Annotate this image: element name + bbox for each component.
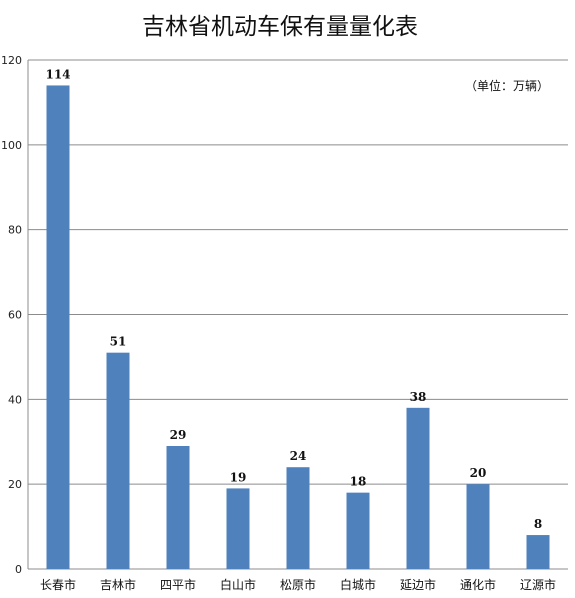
x-tick-label: 白山市 bbox=[220, 577, 256, 592]
x-tick-label: 四平市 bbox=[160, 577, 196, 592]
y-tick-label: 80 bbox=[8, 224, 22, 237]
bar bbox=[466, 484, 490, 569]
labels: 0 20 40 60 80 100 120 114 长春市 51 吉林市 29 四平市 19 白山市 24 松原… bbox=[1, 54, 556, 592]
data-label: 29 bbox=[170, 428, 187, 442]
data-label: 20 bbox=[470, 466, 487, 480]
y-tick-label: 0 bbox=[15, 563, 22, 576]
data-label: 114 bbox=[45, 67, 70, 81]
y-tick-label: 60 bbox=[8, 309, 22, 322]
data-label: 19 bbox=[230, 470, 247, 484]
y-tick-label: 100 bbox=[1, 139, 22, 152]
bar bbox=[106, 352, 130, 569]
bar bbox=[46, 85, 70, 569]
x-tick-label: 长春市 bbox=[40, 577, 76, 592]
x-tick-label: 吉林市 bbox=[100, 577, 136, 592]
bar bbox=[226, 488, 250, 569]
data-label: 8 bbox=[534, 517, 542, 531]
x-tick-label: 延边市 bbox=[400, 577, 436, 592]
y-tick-label: 40 bbox=[8, 393, 22, 406]
data-label: 24 bbox=[290, 449, 307, 463]
unit-note: （单位：万辆） bbox=[465, 78, 549, 93]
bar bbox=[526, 535, 550, 569]
bar bbox=[406, 407, 430, 569]
data-label: 18 bbox=[350, 475, 367, 489]
data-label: 38 bbox=[410, 390, 427, 404]
bar bbox=[166, 445, 190, 569]
bar bbox=[286, 467, 310, 569]
bars bbox=[46, 85, 550, 569]
y-tick-label: 120 bbox=[1, 54, 22, 67]
data-label: 51 bbox=[110, 335, 127, 349]
x-tick-label: 松原市 bbox=[280, 577, 316, 592]
x-tick-label: 通化市 bbox=[460, 577, 496, 592]
y-tick-label: 20 bbox=[8, 478, 22, 491]
x-tick-label: 辽源市 bbox=[520, 577, 556, 592]
chart-title: 吉林省机动车保有量量化表 bbox=[142, 14, 418, 40]
x-tick-label: 白城市 bbox=[340, 577, 376, 592]
bar bbox=[346, 492, 370, 569]
